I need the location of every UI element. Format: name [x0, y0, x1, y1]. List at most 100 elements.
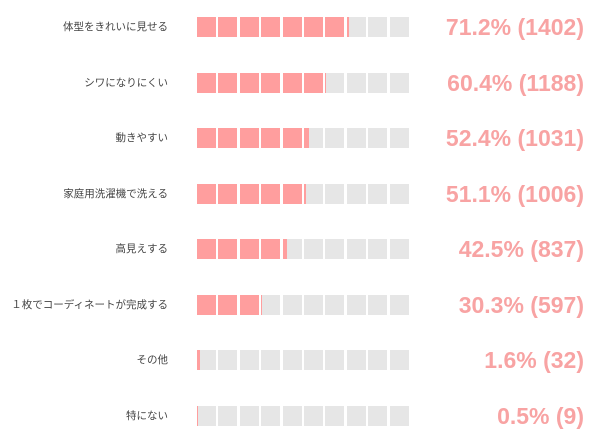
bar-segment	[239, 183, 259, 204]
bar-segment	[368, 294, 388, 315]
bar-fill	[197, 72, 216, 93]
bar-segment	[282, 294, 302, 315]
bar-fill	[304, 128, 309, 148]
category-label: 家庭用洗濯機で洗える	[63, 187, 168, 200]
bar-segment	[282, 72, 302, 93]
bar-segment	[261, 350, 281, 370]
bar-segment	[304, 294, 323, 315]
bar-segment	[368, 183, 388, 204]
category-label: シワになりにくい	[84, 76, 168, 89]
bar-fill	[218, 294, 238, 315]
bar-segment	[239, 350, 259, 370]
bar-segment	[218, 17, 238, 37]
bar-segment	[389, 294, 409, 315]
bar-segment	[346, 350, 366, 370]
bar-fill	[261, 17, 281, 37]
bar-segment	[197, 294, 216, 315]
bar-segment	[389, 405, 409, 426]
category-label: その他	[136, 354, 169, 366]
bar-fill	[218, 17, 238, 37]
bar-segment	[325, 183, 345, 204]
bar-segment	[325, 72, 345, 93]
category-label: 高見えする	[115, 243, 169, 255]
bar-segment	[304, 350, 323, 370]
bar-fill	[218, 72, 238, 93]
bar-segment	[325, 405, 345, 426]
bar-segment	[282, 239, 302, 259]
bar-segment	[389, 183, 409, 204]
bar-segment	[218, 405, 238, 426]
bar-fill	[261, 294, 262, 315]
bar-fill	[197, 350, 201, 370]
bar-segment	[325, 294, 345, 315]
bar-segment	[304, 239, 323, 259]
category-label: 動きやすい	[115, 132, 169, 144]
bar-segment	[261, 294, 281, 315]
bar-segment	[304, 128, 323, 148]
bar-segment	[346, 17, 366, 37]
bar-segment	[239, 17, 259, 37]
bar	[197, 72, 410, 93]
bar-segment	[261, 128, 281, 148]
value-label: 1.6% (32)	[484, 347, 584, 373]
bar-segment	[304, 17, 323, 37]
bar-segment	[218, 239, 238, 259]
bar	[197, 17, 410, 37]
bar-segment	[346, 183, 366, 204]
bar-fill	[261, 72, 281, 93]
bar-fill	[325, 72, 327, 93]
bar-fill	[218, 239, 238, 259]
bar-segment	[239, 405, 259, 426]
bar-segment	[346, 128, 366, 148]
bar-fill	[282, 72, 302, 93]
bar-segment	[197, 239, 216, 259]
bar-segment	[197, 128, 216, 148]
bar-segment	[304, 183, 323, 204]
bar-segment	[389, 17, 409, 37]
bar	[197, 294, 410, 315]
value-label: 0.5% (9)	[497, 402, 584, 429]
bar-segment	[218, 294, 238, 315]
bar-segment	[346, 72, 366, 93]
value-label: 60.4% (1188)	[447, 69, 584, 96]
bar-segment	[197, 183, 216, 204]
bar-segment	[218, 72, 238, 93]
bar-segment	[389, 72, 409, 93]
category-label: 特にない	[126, 409, 168, 422]
bar-segment	[197, 72, 216, 93]
bar-fill	[282, 128, 302, 148]
bar-segment	[197, 350, 216, 370]
bar-fill	[197, 405, 198, 426]
bar-fill	[239, 294, 259, 315]
bar-segment	[368, 239, 388, 259]
value-label: 30.3% (597)	[458, 291, 584, 318]
bar-segment	[218, 350, 238, 370]
category-label: １枚でコーディネートが完成する	[11, 298, 168, 311]
bar-segment	[197, 17, 216, 37]
bar-fill	[282, 239, 288, 259]
bar-fill	[218, 183, 238, 204]
bar-fill	[197, 128, 216, 148]
value-label: 42.5% (837)	[458, 236, 584, 262]
bar-segment	[389, 350, 409, 370]
bar-segment	[325, 128, 345, 148]
bar-segment	[368, 350, 388, 370]
bar-fill	[261, 128, 281, 148]
bar-segment	[261, 239, 281, 259]
bar-segment	[389, 239, 409, 259]
bar-fill	[282, 183, 302, 204]
bar-segment	[239, 294, 259, 315]
bar-segment	[282, 128, 302, 148]
bar-fill	[197, 294, 216, 315]
bar	[197, 239, 410, 259]
bar-segment	[282, 350, 302, 370]
bar-segment	[239, 239, 259, 259]
bar-fill	[325, 17, 345, 37]
category-label: 体型をきれいに見せる	[63, 21, 168, 33]
bar-fill	[261, 239, 281, 259]
bar-fill	[218, 128, 238, 148]
bar-segment	[368, 72, 388, 93]
bar-fill	[282, 17, 302, 37]
bar-fill	[304, 17, 323, 37]
